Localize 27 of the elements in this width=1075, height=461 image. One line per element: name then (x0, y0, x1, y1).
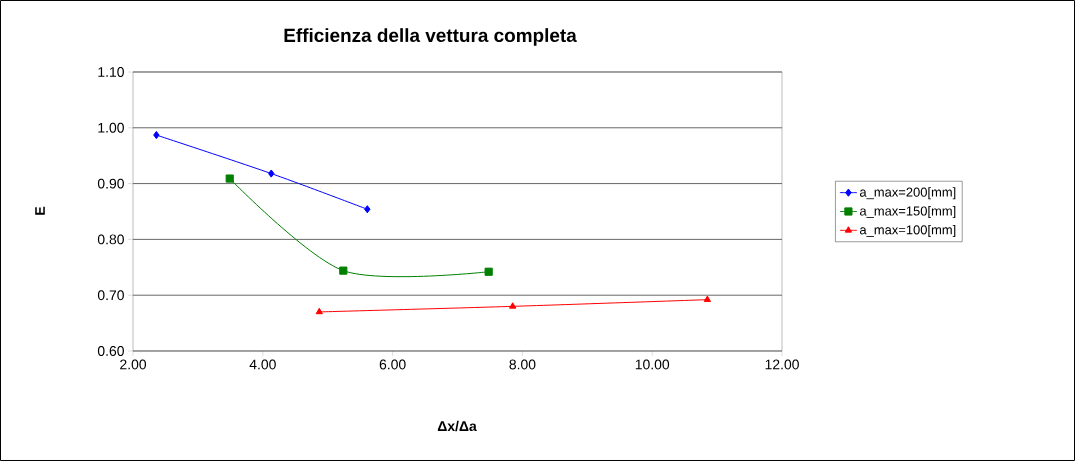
x-tick-label: 12.00 (765, 359, 799, 370)
x-tick-label: 6.00 (379, 359, 406, 370)
point (153, 130, 160, 140)
point (703, 295, 711, 302)
y-tick-label: 0.70 (97, 290, 124, 301)
x-axis-title: Δx/Δa (437, 420, 477, 432)
legend-label: a_max=200[mm] (859, 187, 956, 200)
y-tick-label: 1.10 (98, 67, 124, 77)
y-tick-label: 0.90 (97, 178, 124, 189)
point (268, 169, 275, 178)
y-tick-label: 0.60 (97, 346, 124, 356)
chart-title: Efficienza della vettura completa (284, 28, 577, 46)
y-tick-label: 1.00 (98, 122, 124, 133)
point (315, 307, 323, 315)
legend-label: a_max=150[mm] (859, 206, 956, 219)
point (484, 267, 493, 276)
x-tick-label: 2.00 (120, 359, 147, 370)
point (509, 302, 517, 309)
y-axis-title: E (35, 206, 45, 215)
y-tick-label: 0.80 (97, 234, 124, 245)
legend-label: a_max=100[mm] (859, 224, 956, 237)
x-tick-label: 8.00 (509, 359, 536, 370)
point (364, 205, 371, 214)
point (339, 266, 348, 275)
x-tick-label: 10.00 (635, 359, 670, 370)
x-tick-label: 4.00 (249, 359, 276, 370)
point (225, 174, 234, 183)
